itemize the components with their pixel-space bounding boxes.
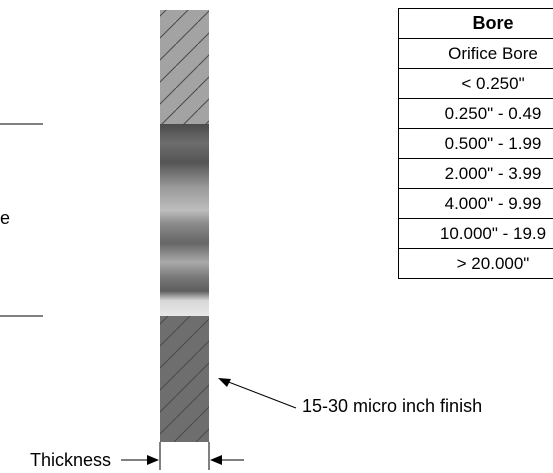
bore-section <box>160 124 209 316</box>
table-header: Orifice Bore <box>398 38 553 69</box>
table-row: > 20.000" <box>398 248 553 279</box>
finish-arrow <box>218 378 297 409</box>
table-row: 0.500" - 1.99 <box>398 128 553 159</box>
table-title: Bore <box>398 8 553 39</box>
thickness-label: Thickness <box>30 450 112 470</box>
finish-label: 15-30 micro inch finish <box>302 396 483 416</box>
table-row: 2.000" - 3.99 <box>398 158 553 189</box>
left-partial-label: e <box>0 208 11 228</box>
table-row: 4.000" - 9.99 <box>398 188 553 219</box>
bore-table: Bore Orifice Bore < 0.250" 0.250" - 0.49… <box>398 8 553 279</box>
bore-table-container: Bore Orifice Bore < 0.250" 0.250" - 0.49… <box>398 8 553 287</box>
table-row: 0.250" - 0.49 <box>398 98 553 129</box>
table-row: < 0.250" <box>398 68 553 99</box>
thickness-arrow-left <box>121 455 159 465</box>
table-row: 10.000" - 19.9 <box>398 218 553 249</box>
thickness-arrow-right <box>210 455 244 465</box>
